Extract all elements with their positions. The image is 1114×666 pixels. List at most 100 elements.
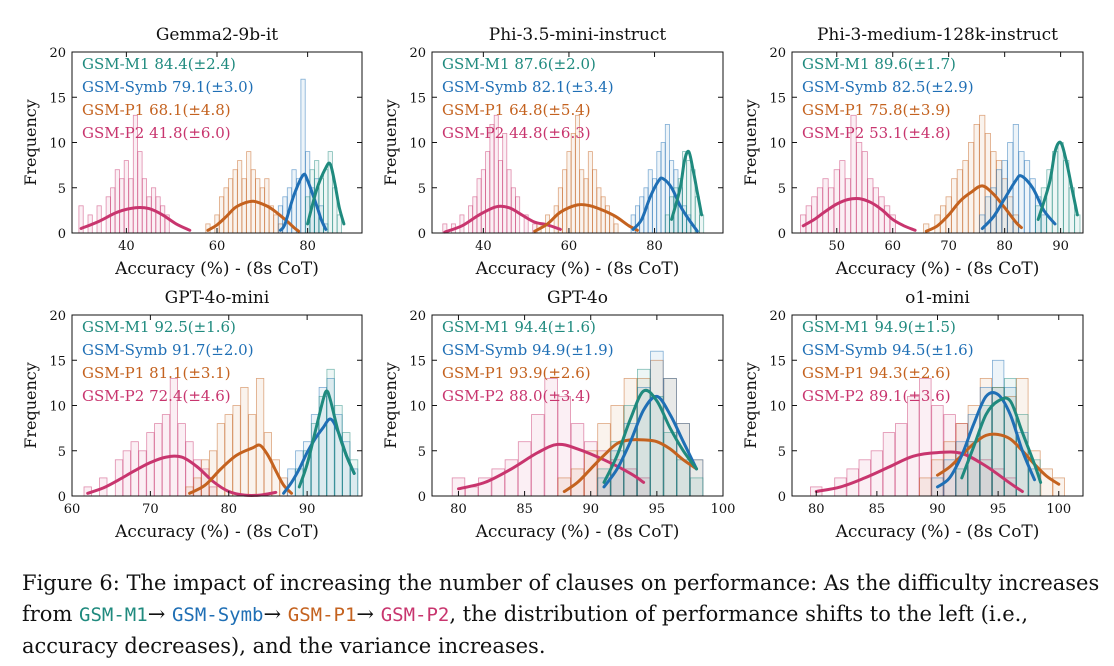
y-tick-label: 10: [409, 400, 426, 415]
y-tick-label: 0: [418, 227, 426, 242]
hist-bar-gsm-p2: [110, 187, 116, 234]
hist-bar-gsm-p2: [506, 169, 512, 234]
chart-title: o1-mini: [905, 288, 970, 308]
legend-entry-gsm-p2: GSM-P2 44.8(±6.3): [442, 124, 591, 142]
caption-p2: GSM-P2: [380, 604, 450, 626]
y-axis-label: Frequency: [381, 99, 400, 186]
hist-bar-gsm-p2: [480, 169, 486, 234]
y-tick-label: 5: [778, 182, 786, 197]
hist-bar-gsm-p1: [255, 377, 265, 497]
hist-bar-gsm-p2: [128, 178, 134, 234]
y-tick-label: 15: [769, 91, 786, 106]
chart-title: GPT-4o-mini: [165, 288, 270, 308]
y-tick-label: 0: [58, 490, 66, 505]
x-tick-label: 60: [884, 239, 901, 254]
kde-curve-gsm-m1: [306, 161, 346, 226]
y-tick-label: 20: [49, 309, 66, 324]
x-tick-label: 60: [209, 239, 226, 254]
x-tick-label: 95: [649, 502, 666, 517]
legend-entry-gsm-p1: GSM-P1 68.1(±4.8): [82, 101, 231, 119]
hist-bar-gsm-m1: [1074, 214, 1081, 234]
hist-bar-gsm-p2: [872, 187, 879, 234]
hist-bar-gsm-p2: [839, 160, 846, 234]
caption-arrow-2: →: [263, 602, 288, 626]
kde-curve-gsm-symb: [278, 172, 328, 232]
hist-bar-gsm-p1: [263, 432, 273, 497]
x-tick-label: 80: [450, 502, 467, 517]
kde-curve-gsm-p2: [79, 205, 192, 232]
legend-entry-gsm-p2: GSM-P2 88.0(±3.4): [442, 387, 591, 405]
hist-bar-gsm-p2: [856, 142, 863, 234]
hist-bar-gsm-m1: [699, 214, 705, 234]
x-tick-label: 80: [808, 502, 825, 517]
hist-bar-gsm-p2: [138, 450, 147, 497]
hist-bar-gsm-p1: [566, 151, 572, 234]
x-tick-label: 50: [828, 239, 845, 254]
y-tick-label: 10: [49, 400, 66, 415]
x-tick-label: 80: [220, 502, 237, 517]
x-tick-label: 100: [1046, 502, 1071, 517]
hist-bar-gsm-symb: [656, 151, 662, 234]
hist-bar-gsm-m1: [955, 468, 968, 497]
hist-bar-gsm-m1: [663, 432, 677, 497]
kde-curve-gsm-p2: [801, 196, 917, 232]
hist-bar-gsm-symb: [300, 78, 306, 234]
x-tick-label: 85: [869, 502, 886, 517]
hist-bar-gsm-m1: [979, 405, 993, 497]
hist-bar-gsm-p1: [224, 414, 233, 497]
y-tick-label: 20: [769, 309, 786, 324]
y-tick-label: 15: [49, 354, 66, 369]
legend-entry-gsm-symb: GSM-Symb 79.1(±3.0): [82, 78, 254, 96]
x-tick-label: 60: [64, 502, 81, 517]
kde-curve-gsm-p2: [814, 450, 1024, 493]
y-tick-label: 5: [418, 445, 426, 460]
x-tick-label: 40: [118, 239, 135, 254]
hist-bar-gsm-m1: [637, 368, 651, 497]
kde-curve-gsm-p2: [443, 204, 562, 234]
legend-entry-gsm-m1: GSM-M1 94.4(±1.6): [442, 318, 596, 336]
x-tick-label: 90: [299, 502, 316, 517]
kde-curve-gsm-p1: [188, 443, 293, 495]
legend-entry-gsm-m1: GSM-M1 92.5(±1.6): [82, 318, 236, 336]
hist-bar-gsm-symb: [979, 214, 986, 234]
y-tick-label: 15: [769, 354, 786, 369]
chart-title: Gemma2-9b-it: [156, 25, 278, 45]
caption-arrow-3: →: [356, 602, 381, 626]
y-axis-label: Frequency: [741, 362, 760, 449]
hist-bar-gsm-p2: [811, 196, 818, 234]
kde-curve-gsm-symb: [631, 176, 699, 233]
caption-arrow-1: →: [147, 602, 172, 626]
kde-curve-gsm-p1: [924, 184, 1023, 233]
legend-entry-gsm-p1: GSM-P1 64.8(±5.4): [442, 101, 591, 119]
kde-curve-gsm-m1: [960, 396, 1043, 484]
y-tick-label: 20: [409, 46, 426, 61]
y-axis-label: Frequency: [21, 362, 40, 449]
hist-bar-gsm-p1: [255, 178, 261, 234]
hist-bar-gsm-p2: [844, 178, 851, 234]
y-tick-label: 5: [58, 445, 66, 460]
panel-5: 0 5 10 15 20 80 85 90 95 100 o1-mini Accuracy (%) -…: [741, 288, 1084, 542]
y-tick-label: 0: [58, 227, 66, 242]
chart-title: GPT-4o: [547, 288, 608, 308]
kde-curve-gsm-m1: [602, 388, 698, 484]
y-tick-label: 20: [49, 46, 66, 61]
legend-entry-gsm-symb: GSM-Symb 82.1(±3.4): [442, 78, 614, 96]
y-tick-label: 0: [778, 227, 786, 242]
hist-bar-gsm-p1: [600, 196, 606, 234]
legend-entry-gsm-p1: GSM-P1 81.1(±3.1): [82, 364, 231, 382]
legend-entry-gsm-p1: GSM-P1 75.8(±3.9): [802, 101, 951, 119]
legend-entry-gsm-p2: GSM-P2 53.1(±4.8): [802, 124, 951, 142]
hist-bar-gsm-p2: [861, 151, 868, 234]
x-tick-label: 90: [1052, 239, 1069, 254]
hist-bar-gsm-p2: [123, 160, 129, 234]
legend-entry-gsm-symb: GSM-Symb 94.5(±1.6): [802, 341, 974, 359]
hist-bar-gsm-p1: [248, 414, 257, 497]
caption-suffix: , the distribution of performance shifts…: [22, 602, 1029, 658]
x-tick-label: 90: [582, 502, 599, 517]
hist-bar-gsm-p2: [476, 178, 482, 234]
hist-bar-gsm-p2: [502, 132, 508, 234]
legend-entry-gsm-m1: GSM-M1 89.6(±1.7): [802, 55, 956, 73]
caption-prefix: Figure 6: The impact of increasing the n…: [22, 571, 1100, 626]
kde-curve-gsm-p2: [86, 454, 278, 497]
hist-bar-gsm-p2: [822, 178, 829, 234]
